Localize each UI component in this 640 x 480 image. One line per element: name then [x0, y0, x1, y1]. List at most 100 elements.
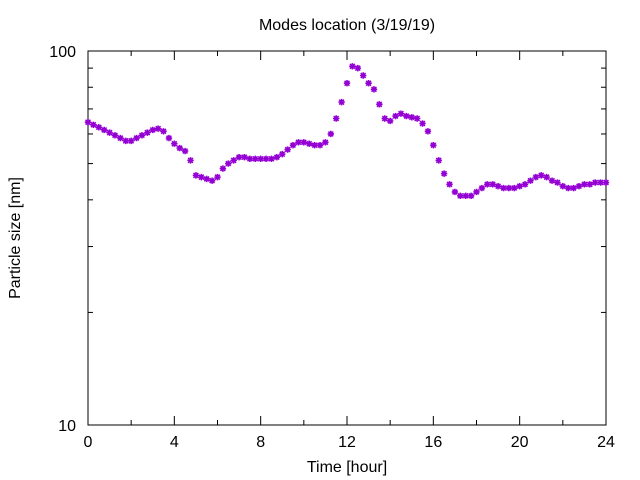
x-tick-label: 20 [511, 434, 529, 451]
data-point [214, 173, 221, 181]
x-tick-label: 16 [424, 434, 442, 451]
data-point [435, 157, 442, 164]
x-axis-label: Time [hour] [307, 459, 387, 476]
data-point [322, 139, 329, 146]
data-point [446, 181, 453, 188]
data-point [343, 80, 351, 87]
data-point [333, 115, 340, 122]
data-point [268, 155, 275, 162]
data-point [192, 172, 200, 179]
data-point [284, 146, 291, 153]
data-point [484, 181, 491, 188]
data-point [489, 181, 496, 188]
data-point [597, 179, 604, 186]
data-point [117, 134, 124, 142]
data-point [154, 125, 162, 132]
data-point [543, 173, 550, 181]
data-point [559, 183, 567, 190]
data-point [208, 177, 216, 184]
y-axis-label: Particle size [nm] [7, 177, 24, 299]
data-point [235, 154, 243, 161]
data-point [548, 177, 556, 184]
data-point [133, 134, 140, 142]
data-point [494, 183, 502, 190]
data-point [111, 132, 119, 139]
x-tick-label: 4 [170, 434, 179, 451]
data-point [392, 112, 399, 120]
data-point [602, 179, 610, 186]
data-point [149, 126, 156, 134]
data-point [381, 115, 388, 122]
data-point [570, 184, 577, 192]
data-point [516, 183, 523, 190]
data-point [397, 110, 405, 117]
data-point [300, 139, 308, 146]
data-point [440, 170, 448, 177]
y-axis: 10 100 [49, 44, 606, 435]
data-point [370, 86, 378, 93]
data-point [84, 119, 92, 126]
data-point [203, 175, 210, 183]
data-point [462, 192, 469, 200]
x-tick-label: 0 [84, 434, 93, 451]
chart-title: Modes location (3/19/19) [259, 17, 435, 34]
data-point [430, 141, 437, 149]
data-point [246, 155, 254, 162]
data-point [527, 177, 534, 184]
data-point [138, 132, 146, 139]
data-point [403, 112, 410, 120]
data-point [359, 72, 367, 79]
data-point [106, 129, 113, 136]
data-point [241, 154, 248, 161]
data-point [365, 80, 372, 87]
data-point [225, 160, 232, 167]
x-axis: 0 4 8 12 16 20 24 [84, 51, 615, 451]
data-point [90, 121, 97, 128]
data-point [586, 181, 594, 188]
data-point [95, 124, 102, 131]
data-point [376, 101, 383, 108]
data-point [505, 184, 513, 192]
data-point [295, 139, 302, 146]
data-point [327, 130, 335, 138]
data-point [521, 181, 529, 188]
data-point [554, 179, 561, 186]
data-point [279, 150, 286, 158]
data-point [198, 173, 205, 181]
data-point [424, 128, 432, 135]
x-tick-label: 8 [256, 434, 265, 451]
data-point [273, 154, 281, 161]
data-point [262, 155, 270, 162]
y-tick-label: 100 [49, 44, 76, 61]
data-point [230, 157, 237, 164]
data-point [467, 192, 475, 200]
data-point [413, 115, 421, 122]
data-point [144, 129, 151, 136]
data-point [581, 181, 588, 188]
data-point [451, 188, 459, 196]
data-point [165, 134, 173, 142]
data-point [219, 165, 227, 172]
data-point [592, 179, 599, 186]
y-tick-label: 10 [58, 418, 76, 435]
data-point [386, 117, 394, 125]
data-point [511, 184, 518, 192]
data-point [181, 147, 189, 155]
data-point [457, 192, 464, 200]
data-points [84, 63, 610, 200]
data-point [419, 120, 426, 127]
data-point [538, 172, 545, 179]
data-point [311, 141, 318, 149]
data-point [316, 141, 324, 149]
data-point [575, 183, 583, 190]
data-point [289, 141, 297, 149]
x-tick-label: 24 [597, 434, 615, 451]
data-point [100, 126, 108, 134]
data-point [565, 184, 572, 192]
data-point [500, 184, 507, 192]
data-point [338, 98, 345, 106]
data-point [473, 188, 480, 196]
data-point [349, 63, 356, 70]
